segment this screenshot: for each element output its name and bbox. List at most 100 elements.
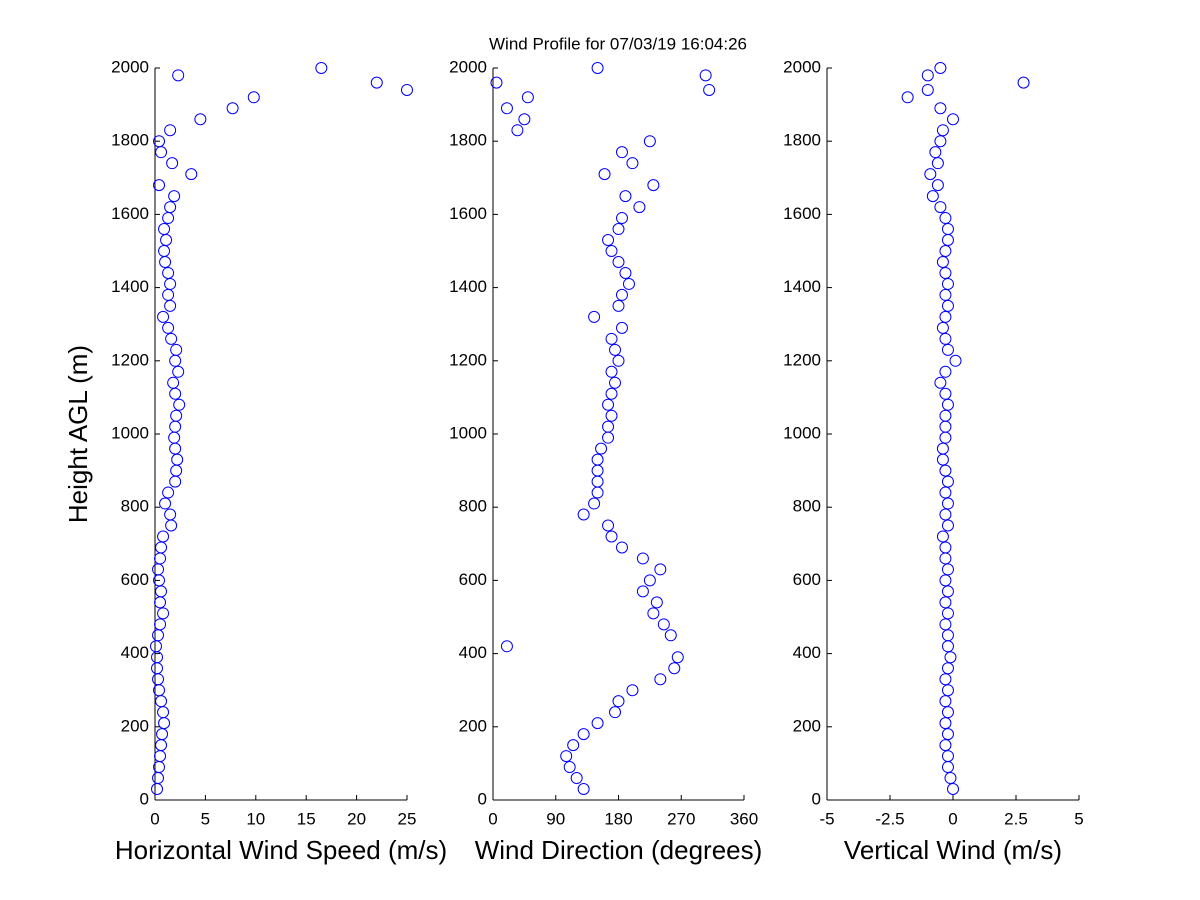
y-tick-label: 600	[793, 570, 821, 589]
x-tick-label: 180	[604, 809, 632, 828]
x-tick-label: 10	[246, 809, 265, 828]
y-tick-label: 200	[121, 716, 149, 735]
y-tick-label: 800	[793, 497, 821, 516]
point	[595, 442, 608, 455]
point	[939, 464, 952, 477]
y-tick-label: 600	[121, 570, 149, 589]
point	[615, 146, 628, 159]
point	[605, 245, 618, 257]
point	[490, 76, 503, 89]
x-tick-label: 360	[730, 809, 758, 828]
y-tick-label: 200	[793, 716, 821, 735]
point	[941, 223, 954, 236]
y-tick-label: 1400	[449, 277, 487, 296]
point	[612, 299, 625, 312]
point	[939, 717, 952, 730]
point	[615, 212, 628, 225]
point	[934, 135, 947, 148]
x-tick-label: 25	[398, 809, 417, 828]
y-tick-label: 2000	[449, 57, 487, 76]
point	[939, 596, 952, 609]
y-tick-label: 1600	[111, 204, 149, 223]
point	[936, 530, 949, 543]
x-axis-label: Horizontal Wind Speed (m/s)	[115, 835, 447, 865]
point	[615, 541, 628, 554]
point	[591, 453, 604, 466]
point	[162, 321, 175, 334]
point	[941, 684, 954, 697]
x-tick-label: 270	[667, 809, 695, 828]
y-tick-label: 0	[140, 789, 149, 808]
y-tick-label: 200	[459, 716, 487, 735]
point	[598, 168, 611, 181]
point	[612, 695, 625, 708]
point	[947, 783, 959, 796]
point	[939, 541, 952, 554]
point	[622, 277, 635, 290]
point	[563, 761, 576, 774]
point	[609, 376, 622, 389]
point	[939, 365, 952, 378]
point	[939, 266, 952, 279]
point	[609, 343, 622, 356]
y-tick-label: 1800	[783, 131, 821, 150]
point	[939, 288, 952, 301]
point	[939, 739, 952, 752]
point	[500, 640, 513, 653]
point	[162, 486, 175, 499]
point	[941, 629, 954, 642]
x-axis-label: Wind Direction (degrees)	[475, 835, 763, 865]
y-tick-label: 1400	[783, 277, 821, 296]
point	[931, 157, 944, 170]
point	[941, 398, 954, 411]
point	[931, 179, 944, 192]
point	[939, 574, 952, 587]
point	[560, 750, 573, 763]
y-axis-label: Height AGL (m)	[63, 345, 93, 523]
point	[941, 563, 954, 576]
point	[636, 552, 649, 565]
point	[699, 69, 712, 82]
y-tick-label: 1800	[111, 131, 149, 150]
point	[605, 365, 618, 378]
point	[577, 783, 590, 796]
point	[939, 486, 952, 499]
point	[934, 201, 947, 214]
point	[947, 113, 959, 126]
x-tick-label: 5	[1074, 809, 1083, 828]
point	[172, 365, 185, 378]
point	[939, 409, 952, 422]
point	[647, 607, 660, 620]
point	[612, 354, 625, 367]
point	[605, 387, 618, 400]
point	[370, 76, 383, 89]
point	[939, 618, 952, 631]
point	[605, 530, 618, 543]
x-tick-label: 0	[488, 809, 497, 828]
y-tick-label: 1000	[783, 423, 821, 442]
point	[612, 255, 625, 268]
point	[591, 717, 604, 730]
point	[936, 124, 949, 137]
point	[934, 102, 947, 115]
point	[921, 83, 934, 96]
point	[173, 398, 186, 411]
point	[941, 497, 954, 510]
point	[168, 190, 181, 203]
point	[511, 124, 524, 137]
point	[157, 310, 170, 323]
point	[170, 409, 183, 422]
point	[941, 662, 954, 675]
point	[602, 420, 615, 433]
point	[602, 398, 615, 411]
point	[934, 62, 947, 74]
point	[157, 530, 170, 543]
point	[936, 442, 949, 455]
x-tick-label: 0	[150, 809, 159, 828]
point	[939, 387, 952, 400]
point	[247, 91, 260, 104]
point	[591, 62, 604, 74]
point	[936, 255, 949, 268]
point	[941, 343, 954, 356]
